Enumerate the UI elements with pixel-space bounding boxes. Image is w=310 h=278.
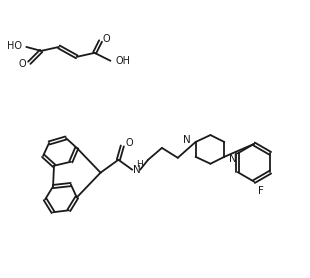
Text: O: O xyxy=(103,34,110,44)
Text: N: N xyxy=(133,165,141,175)
Text: HO: HO xyxy=(7,41,22,51)
Text: OH: OH xyxy=(115,56,131,66)
Text: F: F xyxy=(258,185,264,195)
Text: O: O xyxy=(19,59,26,69)
Text: H: H xyxy=(136,160,143,169)
Text: N: N xyxy=(183,135,191,145)
Text: N: N xyxy=(229,154,237,164)
Text: O: O xyxy=(125,138,133,148)
